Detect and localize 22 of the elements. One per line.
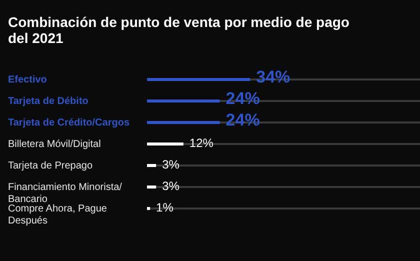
y-tick-label: Billetera Móvil/Digital [8, 139, 101, 150]
data-label: 3% [162, 179, 180, 193]
data-label: 12% [189, 136, 214, 150]
bar [147, 78, 250, 81]
bar [147, 100, 220, 102]
bar [147, 164, 156, 167]
y-tick-label: Tarjeta de Prepago [8, 160, 93, 172]
y-tick-label: Compre Ahora, Pague Después [8, 204, 108, 226]
data-label: 24% [226, 89, 260, 108]
bar [147, 121, 220, 124]
y-tick-label: Efectivo [8, 74, 47, 86]
y-tick-label: Tarjeta de Débito [8, 96, 88, 107]
data-label: 34% [256, 68, 290, 86]
y-tick-label: Tarjeta de Crédito/Cargos [8, 118, 130, 128]
bar [147, 207, 150, 210]
data-label: 1% [156, 200, 174, 214]
chart-title: Combinación de punto de venta por medio de pago del 2021 [8, 14, 350, 46]
bar [147, 186, 156, 188]
bar [147, 142, 184, 146]
data-label: 24% [226, 110, 260, 130]
y-tick-label: Financiamiento Minorista/ Bancario [8, 182, 122, 205]
data-label: 3% [162, 158, 180, 172]
